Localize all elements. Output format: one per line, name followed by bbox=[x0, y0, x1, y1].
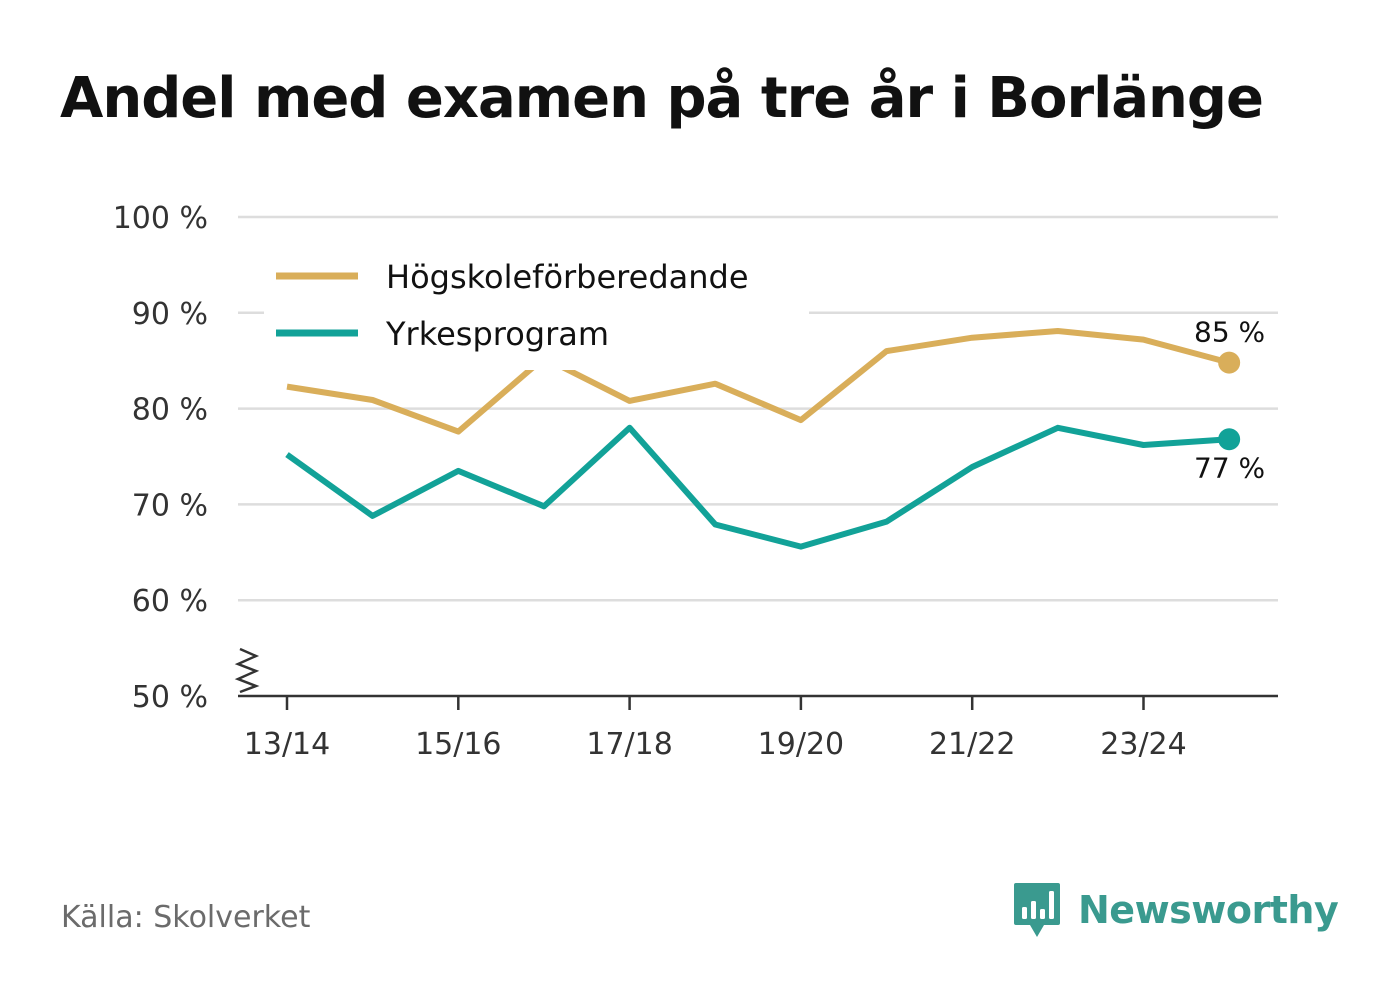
brand-name: Newsworthy bbox=[1078, 888, 1339, 932]
y-tick-label: 60 % bbox=[132, 584, 208, 619]
source-label: Källa: Skolverket bbox=[61, 900, 311, 935]
x-tick-label: 13/14 bbox=[244, 727, 330, 762]
legend-label: Yrkesprogram bbox=[385, 315, 609, 353]
y-tick-label: 80 % bbox=[132, 393, 208, 428]
y-tick-label: 50 % bbox=[132, 680, 208, 715]
series-line-1 bbox=[286, 328, 1230, 435]
series-line-2 bbox=[285, 424, 1230, 550]
x-tick-label: 19/20 bbox=[758, 727, 844, 762]
legend-label: Högskoleförberedande bbox=[386, 258, 749, 296]
x-tick-label: 15/16 bbox=[415, 727, 501, 762]
axis-break-icon bbox=[234, 647, 260, 694]
x-tick-label: 17/18 bbox=[586, 727, 672, 762]
newsworthy-logo-icon bbox=[1014, 883, 1060, 937]
end-point bbox=[1218, 428, 1241, 451]
newsworthy-brand[interactable]: Newsworthy bbox=[1012, 880, 1339, 940]
y-tick-label: 70 % bbox=[132, 488, 208, 523]
end-value-label: 85 % bbox=[1194, 316, 1265, 349]
x-tick-label: 21/22 bbox=[929, 727, 1015, 762]
x-tick-label: 23/24 bbox=[1100, 727, 1186, 762]
y-tick-label: 90 % bbox=[132, 297, 208, 332]
legend-box bbox=[264, 250, 809, 370]
end-value-label: 77 % bbox=[1194, 451, 1265, 484]
end-point bbox=[1218, 351, 1241, 374]
page-title: Andel med examen på tre år i Borlänge bbox=[60, 66, 1264, 131]
y-tick-label: 100 % bbox=[113, 201, 208, 236]
